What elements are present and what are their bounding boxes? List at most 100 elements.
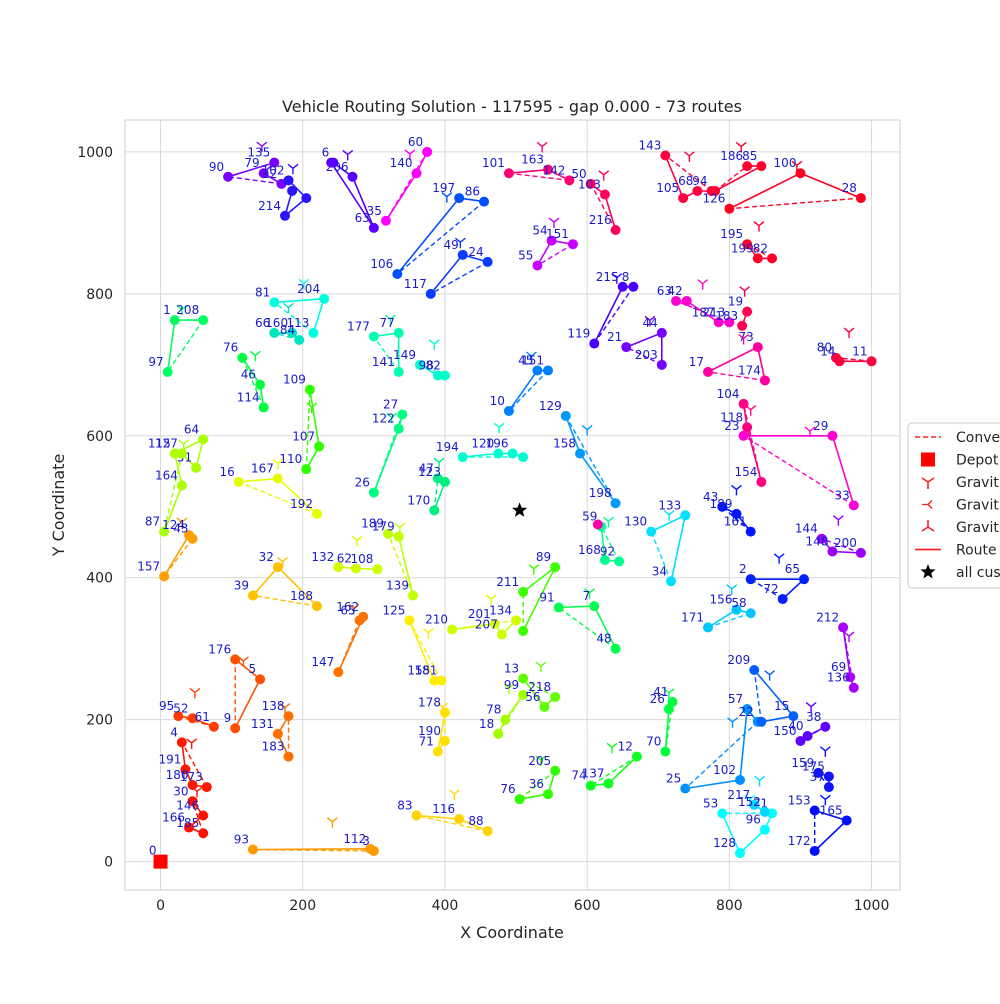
customer-label: 81 [255,285,270,299]
customer-point [838,622,849,633]
gravity-marker [535,661,547,673]
customer-label: 126 [702,192,725,206]
gravity-marker [503,683,515,695]
customer-point [738,398,749,409]
customer-point [247,590,258,601]
customer-label: 166 [162,811,185,825]
customer-label: 191 [159,752,182,766]
customer-point [742,239,753,250]
customer-label: 27 [383,398,398,412]
customer-label: 65 [340,603,355,617]
gravity-marker [804,426,816,437]
customer-point [692,185,703,196]
customer-point [855,547,866,558]
customer-point [816,533,827,544]
y-tick-label: 200 [86,713,113,729]
customer-label: 63 [355,211,370,225]
gravity-marker [738,333,750,345]
customer-label: 15 [774,699,789,713]
convex-hull-line [385,151,428,222]
customer-point [759,375,770,386]
customer-point [738,430,749,441]
customer-label: 60 [408,135,423,149]
customer-point [198,810,209,821]
legend-entry: Gravit [921,520,999,536]
legend-label: Gravit [956,498,999,514]
customer-point [585,780,596,791]
legend-label: all cus [956,565,1000,581]
customer-label: 52 [173,701,188,715]
customer-point [279,210,290,221]
customer-label: 189 [710,497,733,511]
customer-label: 134 [489,603,512,617]
customer-label: 204 [297,282,320,296]
legend-tri-left-icon [922,500,933,509]
customer-point [834,356,845,367]
customer-point [187,796,198,807]
customer-label: 117 [404,277,427,291]
legend-star-icon [920,564,936,579]
gravity-marker [348,603,360,615]
customer-label: 11 [852,344,867,358]
customer-label: 132 [311,550,334,564]
customer-point [614,556,625,567]
customer-point [301,193,312,204]
gravity-marker [683,151,695,162]
customer-point [855,193,866,204]
customer-label: 187 [692,305,715,319]
gravity-marker [176,517,188,529]
customer-point [283,711,294,722]
legend: Conve Depot Gravit Gravit Gravit Route all cus [907,422,1000,589]
gravity-marker [493,422,505,434]
customer-label: 44 [643,316,658,330]
customer-point [546,235,557,246]
customer-point [827,430,838,441]
customer-label: 23 [724,419,739,433]
customer-label: 101 [482,156,505,170]
customer-label: 146 [176,798,199,812]
customer-point [283,175,294,186]
customer-point [411,810,422,821]
customer-point [543,789,554,800]
customer-point [553,602,564,613]
convex-hull-line [181,742,208,788]
customer-point [742,704,753,715]
customer-label: 43 [173,522,188,536]
y-tick-label: 600 [86,429,113,445]
convex-hull-line [753,669,763,722]
convex-hull-line [163,453,183,532]
customer-point [532,260,543,271]
customer-point [749,665,760,675]
customer-label: 30 [173,784,188,798]
customer-label: 108 [351,552,374,566]
customer-label: 87 [145,515,160,529]
customer-point [429,675,440,686]
gravity-marker [536,141,548,153]
customer-label: 7 [583,589,591,603]
gravity-marker [773,553,785,564]
customer-label: 12 [618,740,633,754]
convex-hull-line [729,197,861,210]
customer-label: 63 [657,284,672,298]
customer-label: 58 [731,596,746,610]
customer-point [383,528,394,539]
customer-label: 114 [237,390,260,404]
customer-point [717,808,728,819]
customer-point [550,691,561,702]
customer-label: 37 [810,770,825,784]
customer-point [258,168,269,179]
customer-label: 59 [582,510,597,524]
customer-label: 14 [820,344,835,358]
customer-label: 143 [638,138,661,152]
customer-label: 68 [678,174,693,188]
